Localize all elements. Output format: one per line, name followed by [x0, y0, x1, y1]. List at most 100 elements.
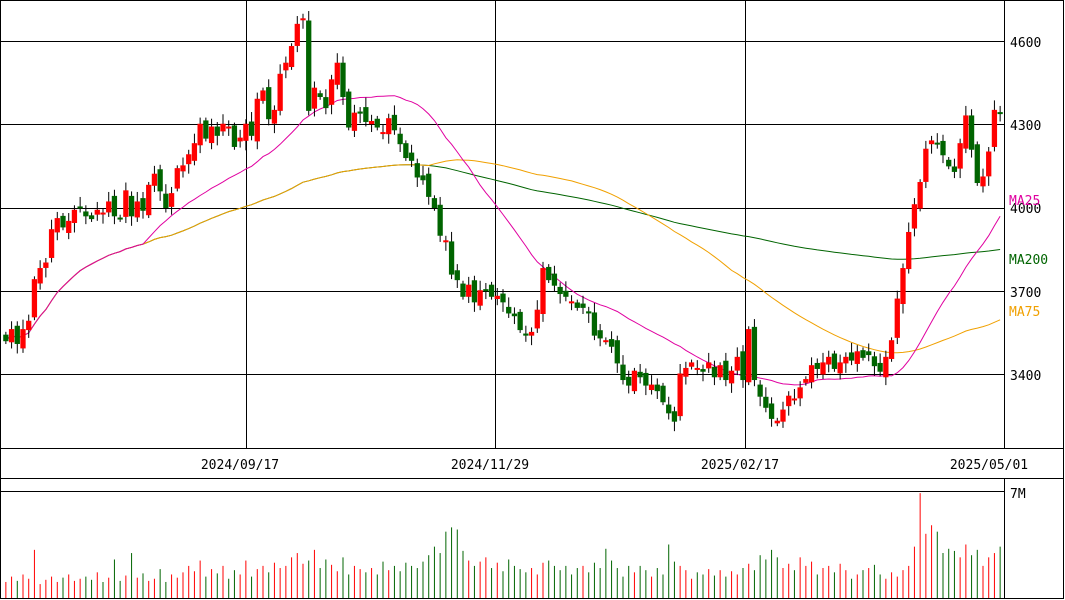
candle-body-64: [368, 120, 375, 125]
candle-body-60: [346, 91, 352, 128]
candle-body-156: [894, 298, 900, 338]
candle-body-62: [357, 111, 363, 114]
candle-body-137: [786, 395, 792, 407]
candle-body-144: [826, 356, 832, 365]
candle-body-90: [517, 311, 523, 331]
candle-body-69: [397, 133, 403, 145]
candle-body-165: [946, 159, 952, 167]
candle-body-109: [626, 376, 632, 386]
candle-body-20: [117, 217, 123, 220]
candle-body-120: [688, 362, 695, 367]
candle-body-70: [403, 143, 409, 159]
candle-body-5: [31, 279, 38, 318]
candle-body-22: [128, 195, 135, 217]
candle-body-167: [957, 143, 963, 169]
candle-body-91: [523, 333, 529, 336]
candle-body-71: [408, 152, 415, 161]
candle-body-121: [694, 367, 700, 370]
candle-body-154: [883, 356, 889, 378]
candle-body-113: [648, 384, 655, 391]
candle-body-54: [311, 87, 318, 109]
candle-body-83: [477, 290, 483, 306]
candle-body-0: [3, 334, 9, 342]
candle-body-153: [877, 362, 883, 372]
candle-body-101: [580, 303, 586, 308]
candle-body-97: [557, 286, 563, 295]
candle-body-27: [157, 169, 163, 192]
candle-body-105: [603, 340, 609, 343]
candle-body-29: [168, 193, 175, 207]
candle-body-132: [757, 384, 763, 397]
candle-body-48: [277, 73, 283, 111]
candle-body-114: [654, 384, 660, 392]
candle-body-21: [123, 190, 129, 217]
candle-body-17: [100, 212, 106, 215]
candle-body-103: [591, 312, 598, 336]
candle-body-51: [294, 23, 300, 46]
candle-body-107: [614, 340, 620, 364]
candle-body-152: [871, 356, 878, 367]
candle-body-93: [534, 309, 540, 329]
candle-body-78: [448, 241, 455, 275]
candle-body-102: [586, 311, 592, 314]
candle-body-134: [768, 403, 775, 419]
candle-body-139: [797, 387, 803, 399]
candle-body-30: [174, 168, 180, 189]
candle-body-98: [563, 290, 569, 297]
candle-body-47: [271, 109, 278, 124]
candle-body-112: [643, 372, 649, 386]
candle-body-59: [340, 62, 346, 97]
candle-body-50: [288, 46, 295, 68]
candle-body-55: [317, 93, 323, 97]
candle-body-2: [14, 325, 20, 344]
candle-body-42: [243, 123, 249, 141]
candle-body-116: [666, 404, 672, 414]
candle-body-118: [677, 373, 683, 417]
price-tick-3400: 3400: [1010, 369, 1041, 384]
candle-body-169: [968, 115, 975, 150]
candle-body-35: [203, 120, 209, 139]
candle-body-61: [351, 112, 358, 131]
date-tick-2025-05-01: 2025/05/01: [950, 458, 1028, 473]
candle-body-115: [660, 385, 666, 403]
candle-body-128: [734, 356, 740, 371]
candle-body-10: [60, 215, 66, 228]
candle-body-7: [43, 262, 49, 268]
candle-body-79: [454, 270, 460, 281]
candle-body-34: [197, 123, 203, 146]
candle-body-65: [374, 118, 380, 128]
candle-body-25: [146, 184, 152, 216]
candle-body-23: [134, 201, 140, 218]
ma-labels: MA25 MA200 MA75: [1009, 194, 1048, 320]
candle-body-110: [631, 370, 638, 392]
candle-body-1: [8, 329, 15, 343]
price-tick-4000: 4000: [1010, 202, 1041, 217]
candle-body-46: [266, 87, 272, 120]
candle-body-16: [94, 209, 100, 215]
candle-body-106: [608, 339, 615, 347]
candle-body-124: [711, 366, 718, 378]
candle-body-85: [488, 284, 495, 297]
candle-body-12: [71, 209, 78, 223]
candle-body-148: [848, 352, 855, 361]
candle-body-39: [226, 126, 232, 129]
candle-body-82: [471, 280, 478, 303]
candle-body-149: [854, 351, 860, 364]
candle-body-49: [283, 62, 289, 71]
ma75-line: [5, 159, 1001, 354]
volume-bars: [5, 493, 1001, 598]
candle-body-81: [466, 284, 472, 297]
candle-body-172: [986, 151, 992, 177]
ma25-line: [5, 95, 1001, 386]
candle-body-141: [808, 365, 815, 383]
candle-body-3: [20, 329, 26, 349]
date-axis-labels: 2024/09/17 2024/11/29 2025/02/17 2025/05…: [201, 458, 1028, 473]
candle-body-122: [700, 369, 706, 372]
candle-body-135: [774, 420, 780, 424]
candle-body-57: [328, 79, 335, 105]
candle-body-111: [637, 371, 643, 378]
candle-body-76: [437, 204, 443, 236]
candle-body-151: [866, 351, 872, 356]
